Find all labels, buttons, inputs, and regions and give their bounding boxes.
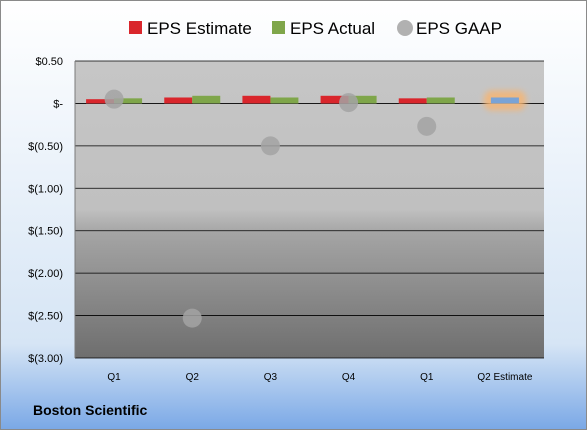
x-tick-label: Q2 Estimate — [477, 372, 532, 383]
eps-estimate-bar — [320, 95, 349, 104]
y-tick-label: $(2.50) — [28, 311, 63, 323]
legend-swatch — [272, 21, 285, 34]
legend-swatch — [129, 21, 142, 34]
legend: EPS Estimate EPS Actual EPS GAAP — [129, 19, 502, 38]
y-tick-label: $- — [53, 98, 63, 110]
eps-estimate-bar — [164, 97, 193, 104]
eps-estimate-bar — [86, 99, 115, 104]
y-tick-label: $(0.50) — [28, 141, 63, 153]
company-label: Boston Scientific — [33, 402, 148, 418]
legend-label: EPS GAAP — [416, 19, 502, 38]
bars-layer — [86, 95, 519, 104]
gridlines — [74, 60, 544, 359]
eps-gaap-point — [104, 89, 124, 109]
eps-actual-bar — [426, 97, 455, 104]
y-tick-label: $(1.00) — [28, 183, 63, 195]
eps-actual-bar — [114, 98, 143, 104]
x-tick-label: Q2 — [186, 372, 200, 383]
y-tick-label: $0.50 — [35, 56, 63, 68]
x-tick-label: Q1 — [420, 372, 434, 383]
y-tick-label: $(3.00) — [28, 353, 63, 365]
y-tick-label: $(1.50) — [28, 226, 63, 238]
eps-gaap-point — [417, 116, 437, 136]
eps-estimate-bar — [398, 98, 427, 104]
plot-area — [75, 61, 544, 358]
x-tick-label: Q3 — [264, 372, 278, 383]
eps-actual-bar — [270, 97, 299, 104]
eps-gaap-point — [182, 308, 202, 328]
y-axis-ticks: $0.50 $- $(0.50) $(1.00) $(1.50) $(2.00) $(2.5… — [28, 56, 63, 365]
eps-gaap-point — [339, 93, 359, 113]
eps-estimate-highlight-bar — [490, 97, 519, 104]
eps-actual-bar — [192, 95, 221, 104]
eps-gaap-point — [260, 136, 280, 156]
x-axis-ticks: Q1 Q2 Q3 Q4 Q1 Q2 Estimate — [107, 372, 532, 383]
eps-estimate-bar — [242, 95, 271, 104]
legend-swatch — [397, 20, 413, 36]
points-layer — [104, 89, 437, 328]
eps-actual-bar — [348, 95, 377, 104]
y-tick-label: $(2.00) — [28, 268, 63, 280]
x-tick-label: Q4 — [342, 372, 356, 383]
legend-label: EPS Actual — [290, 19, 375, 38]
legend-label: EPS Estimate — [147, 19, 252, 38]
x-tick-label: Q1 — [107, 372, 121, 383]
